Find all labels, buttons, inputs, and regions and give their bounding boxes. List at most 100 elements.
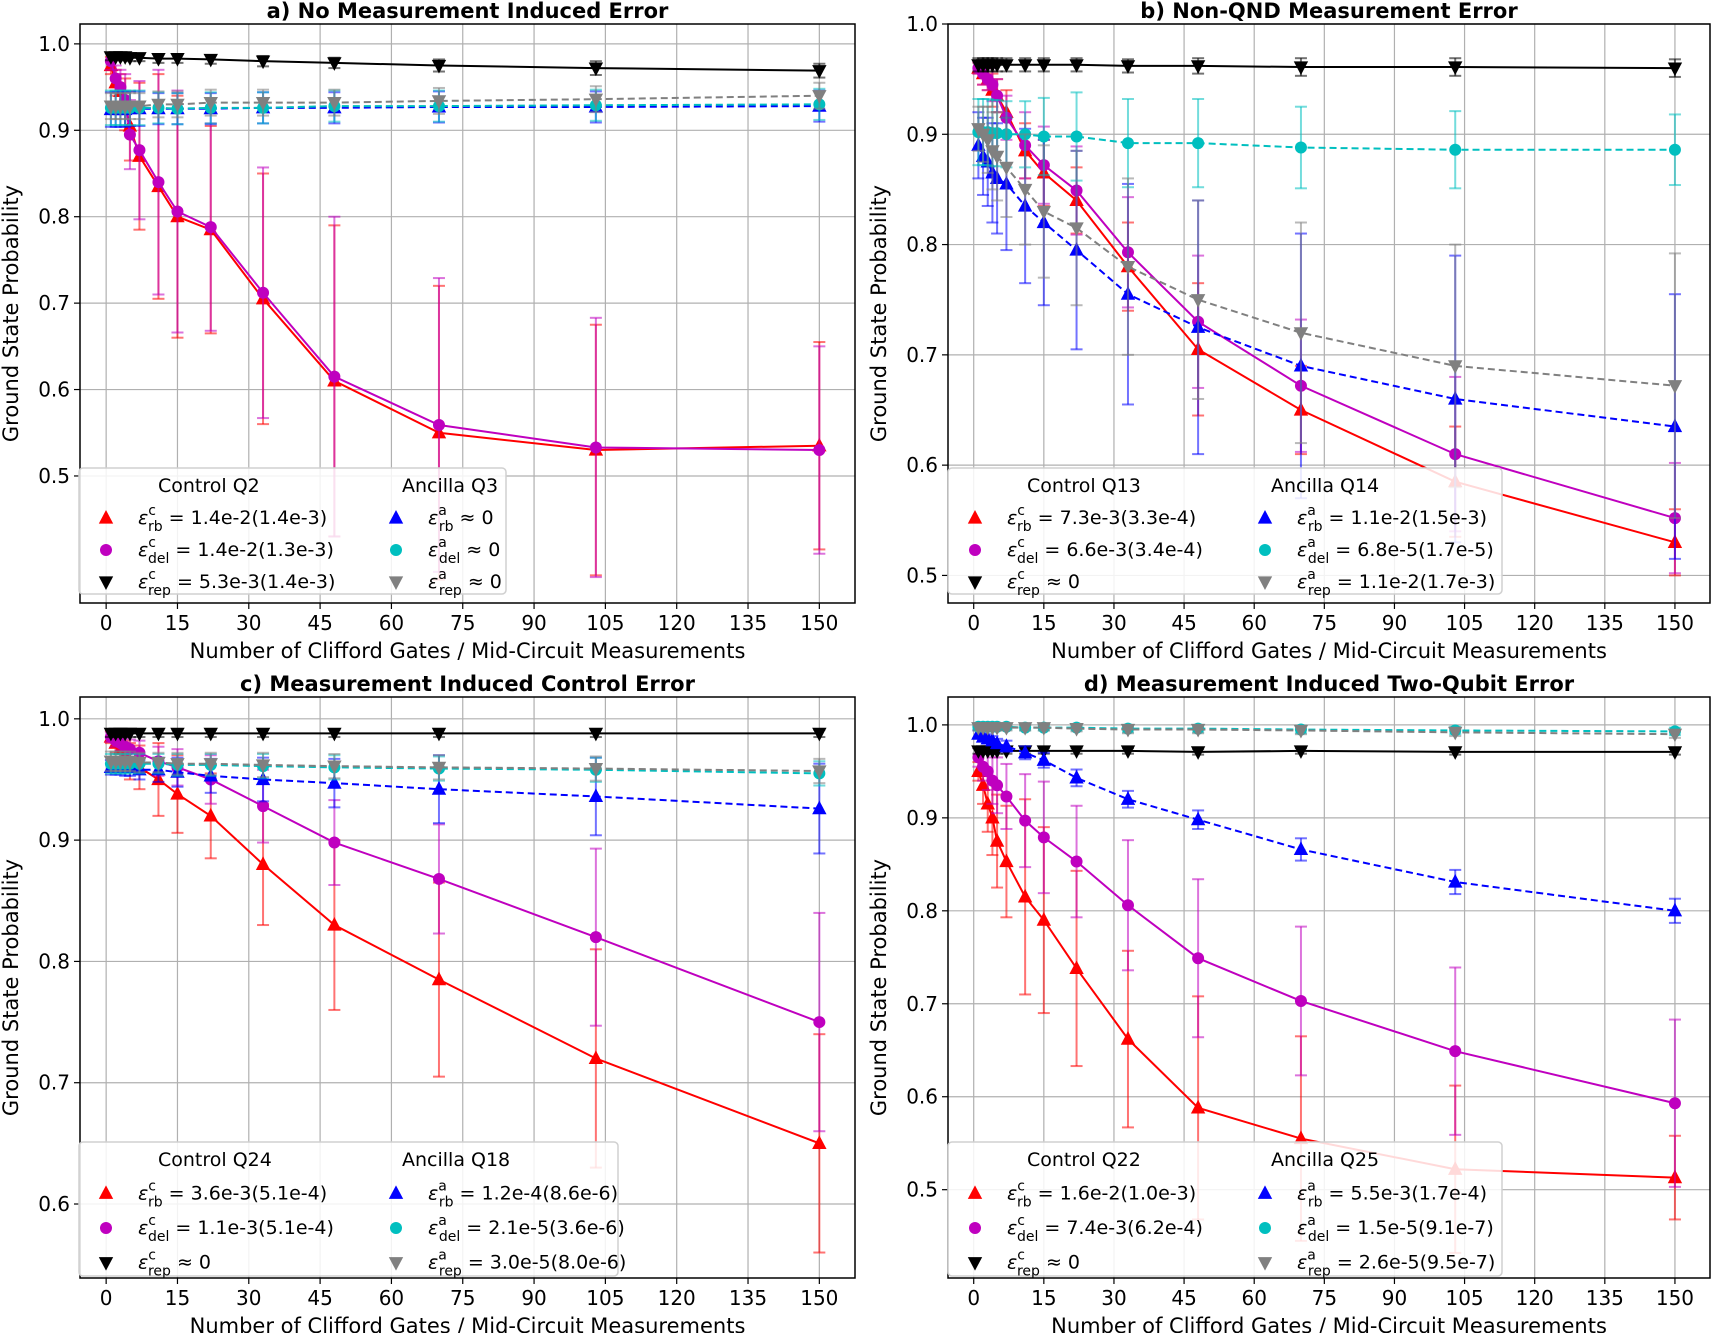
legend-subscript: del: [1017, 551, 1038, 567]
x-tick-label: 150: [1656, 611, 1694, 635]
data-point-circle: [1192, 952, 1205, 965]
y-tick-label: 0.9: [906, 122, 938, 146]
data-point-triangle-down: [1448, 61, 1463, 76]
legend-superscript: c: [1017, 1248, 1025, 1264]
legend-marker-circle: [390, 1222, 402, 1234]
chart-title: c) Measurement Induced Control Error: [240, 672, 696, 696]
epsilon-symbol: ε: [138, 1182, 148, 1204]
epsilon-symbol: ε: [138, 507, 148, 529]
data-point-triangle-down: [1293, 745, 1309, 759]
data-point-triangle-down: [812, 765, 827, 779]
data-point-triangle-down: [132, 727, 147, 742]
y-axis-label: Ground State Probability: [867, 185, 891, 442]
data-point-triangle-down: [431, 95, 447, 109]
legend-marker-circle: [100, 544, 112, 556]
legend-value: = 1.1e-3(5.1e-4): [175, 1217, 334, 1239]
data-point-triangle-down: [1667, 746, 1683, 760]
y-tick-label: 0.7: [38, 1071, 70, 1095]
axes-frame: [947, 23, 1711, 604]
data-point-triangle-down: [1667, 62, 1683, 77]
x-tick-label: 75: [1312, 1286, 1337, 1310]
legend-label: εa rep = 1.1e-2(1.7e-3): [1297, 567, 1495, 599]
y-tick-label: 0.5: [38, 464, 70, 488]
data-point-triangle-down: [431, 761, 447, 776]
x-axis-label: Number of Clifford Gates / Mid-Circuit M…: [190, 1314, 746, 1333]
x-tick-label: 150: [1656, 1286, 1694, 1310]
x-tick-label: 60: [379, 1286, 404, 1310]
plot-area: [103, 727, 827, 1254]
legend-label: εa del = 1.5e-5(9.1e-7): [1297, 1213, 1494, 1245]
data-point-triangle: [1667, 902, 1683, 917]
legend-label: εa del = 2.1e-5(3.6e-6): [428, 1213, 625, 1245]
legend-entry-control-rep: εc rep ≈ 0: [967, 1248, 1080, 1280]
data-point-triangle-down: [1190, 60, 1206, 74]
data-point-triangle: [1190, 811, 1206, 826]
legend-control-title: Control Q22: [1027, 1149, 1141, 1171]
legend-marker-triangle: [1257, 510, 1273, 524]
data-point-triangle-down: [1120, 261, 1136, 275]
legend-superscript: a: [438, 1213, 447, 1229]
legend-entry-control-rb: εc rb = 1.4e-2(1.4e-3): [98, 503, 328, 535]
legend-value: = 1.4e-2(1.4e-3): [169, 507, 328, 529]
data-point-triangle: [1120, 1031, 1136, 1045]
series-ancilla-rb: [971, 726, 1683, 924]
fit-line: [110, 103, 820, 110]
data-point-triangle: [1017, 744, 1033, 759]
x-tick-label: 120: [1516, 1286, 1554, 1310]
legend-subscript: rb: [1017, 519, 1032, 535]
legend-marker-triangle-down: [388, 576, 404, 590]
legend-subscript: del: [148, 1229, 169, 1245]
legend-entry-ancilla-rep: εa rep ≈ 0: [388, 567, 502, 599]
epsilon-symbol: ε: [1297, 1182, 1307, 1204]
series-control-rep: [103, 51, 827, 79]
legend-superscript: a: [438, 535, 447, 551]
data-point-triangle: [999, 738, 1014, 752]
legend-value: ≈ 0: [1046, 571, 1080, 593]
legend-superscript: a: [1307, 1213, 1316, 1229]
legend-entry-ancilla-rb: εa rb ≈ 0: [388, 503, 494, 535]
x-tick-label: 150: [800, 611, 838, 635]
data-point-triangle-down: [255, 97, 271, 111]
data-point-triangle-down: [1190, 746, 1206, 760]
data-point-circle: [991, 89, 1004, 102]
data-point-triangle: [812, 800, 827, 815]
chart-title: a) No Measurement Induced Error: [267, 0, 669, 23]
legend-marker-triangle-down: [967, 1257, 983, 1271]
data-point-triangle-down: [1293, 724, 1309, 739]
legend-value: = 5.3e-3(1.4e-3): [177, 571, 336, 593]
legend-entry-control-rep: εc rep = 5.3e-3(1.4e-3): [98, 567, 336, 599]
x-tick-label: 75: [450, 611, 475, 635]
legend-label: εa rb = 1.1e-2(1.5e-3): [1297, 503, 1487, 535]
legend-marker-triangle-down: [967, 576, 983, 590]
legend-label: εc rb = 7.3e-3(3.3e-4): [1007, 503, 1196, 535]
fit-line: [977, 733, 1676, 912]
legend-marker-triangle: [967, 510, 983, 524]
fit-line: [109, 65, 820, 452]
legend-subscript: rb: [148, 1194, 163, 1210]
legend-subscript: rep: [1017, 1264, 1040, 1280]
legend-entry-ancilla-rb: εa rb = 5.5e-3(1.7e-4): [1257, 1178, 1487, 1210]
legend-label: εa del ≈ 0: [428, 535, 500, 567]
epsilon-symbol: ε: [138, 571, 148, 593]
legend-subscript: del: [1017, 1229, 1038, 1245]
data-point-triangle: [431, 781, 447, 795]
fit-line: [977, 128, 1676, 387]
data-point-triangle: [1069, 960, 1084, 975]
x-tick-label: 135: [729, 1286, 767, 1310]
legend-subscript: del: [1308, 551, 1329, 567]
data-point-circle: [1294, 141, 1307, 154]
data-point-triangle-down: [255, 759, 271, 773]
x-tick-label: 45: [307, 611, 332, 635]
y-tick-label: 0.9: [906, 806, 938, 830]
series-ancilla-del: [972, 91, 1681, 190]
legend-marker-triangle-down: [388, 1257, 404, 1271]
data-point-triangle: [989, 833, 1005, 847]
legend-superscript: c: [1017, 1178, 1025, 1194]
data-point-triangle-down: [1069, 59, 1084, 73]
plot-area: [103, 51, 827, 581]
legend-marker-circle: [1259, 1222, 1271, 1234]
data-point-triangle: [1069, 769, 1084, 784]
legend-ancilla-title: Ancilla Q3: [402, 475, 498, 497]
